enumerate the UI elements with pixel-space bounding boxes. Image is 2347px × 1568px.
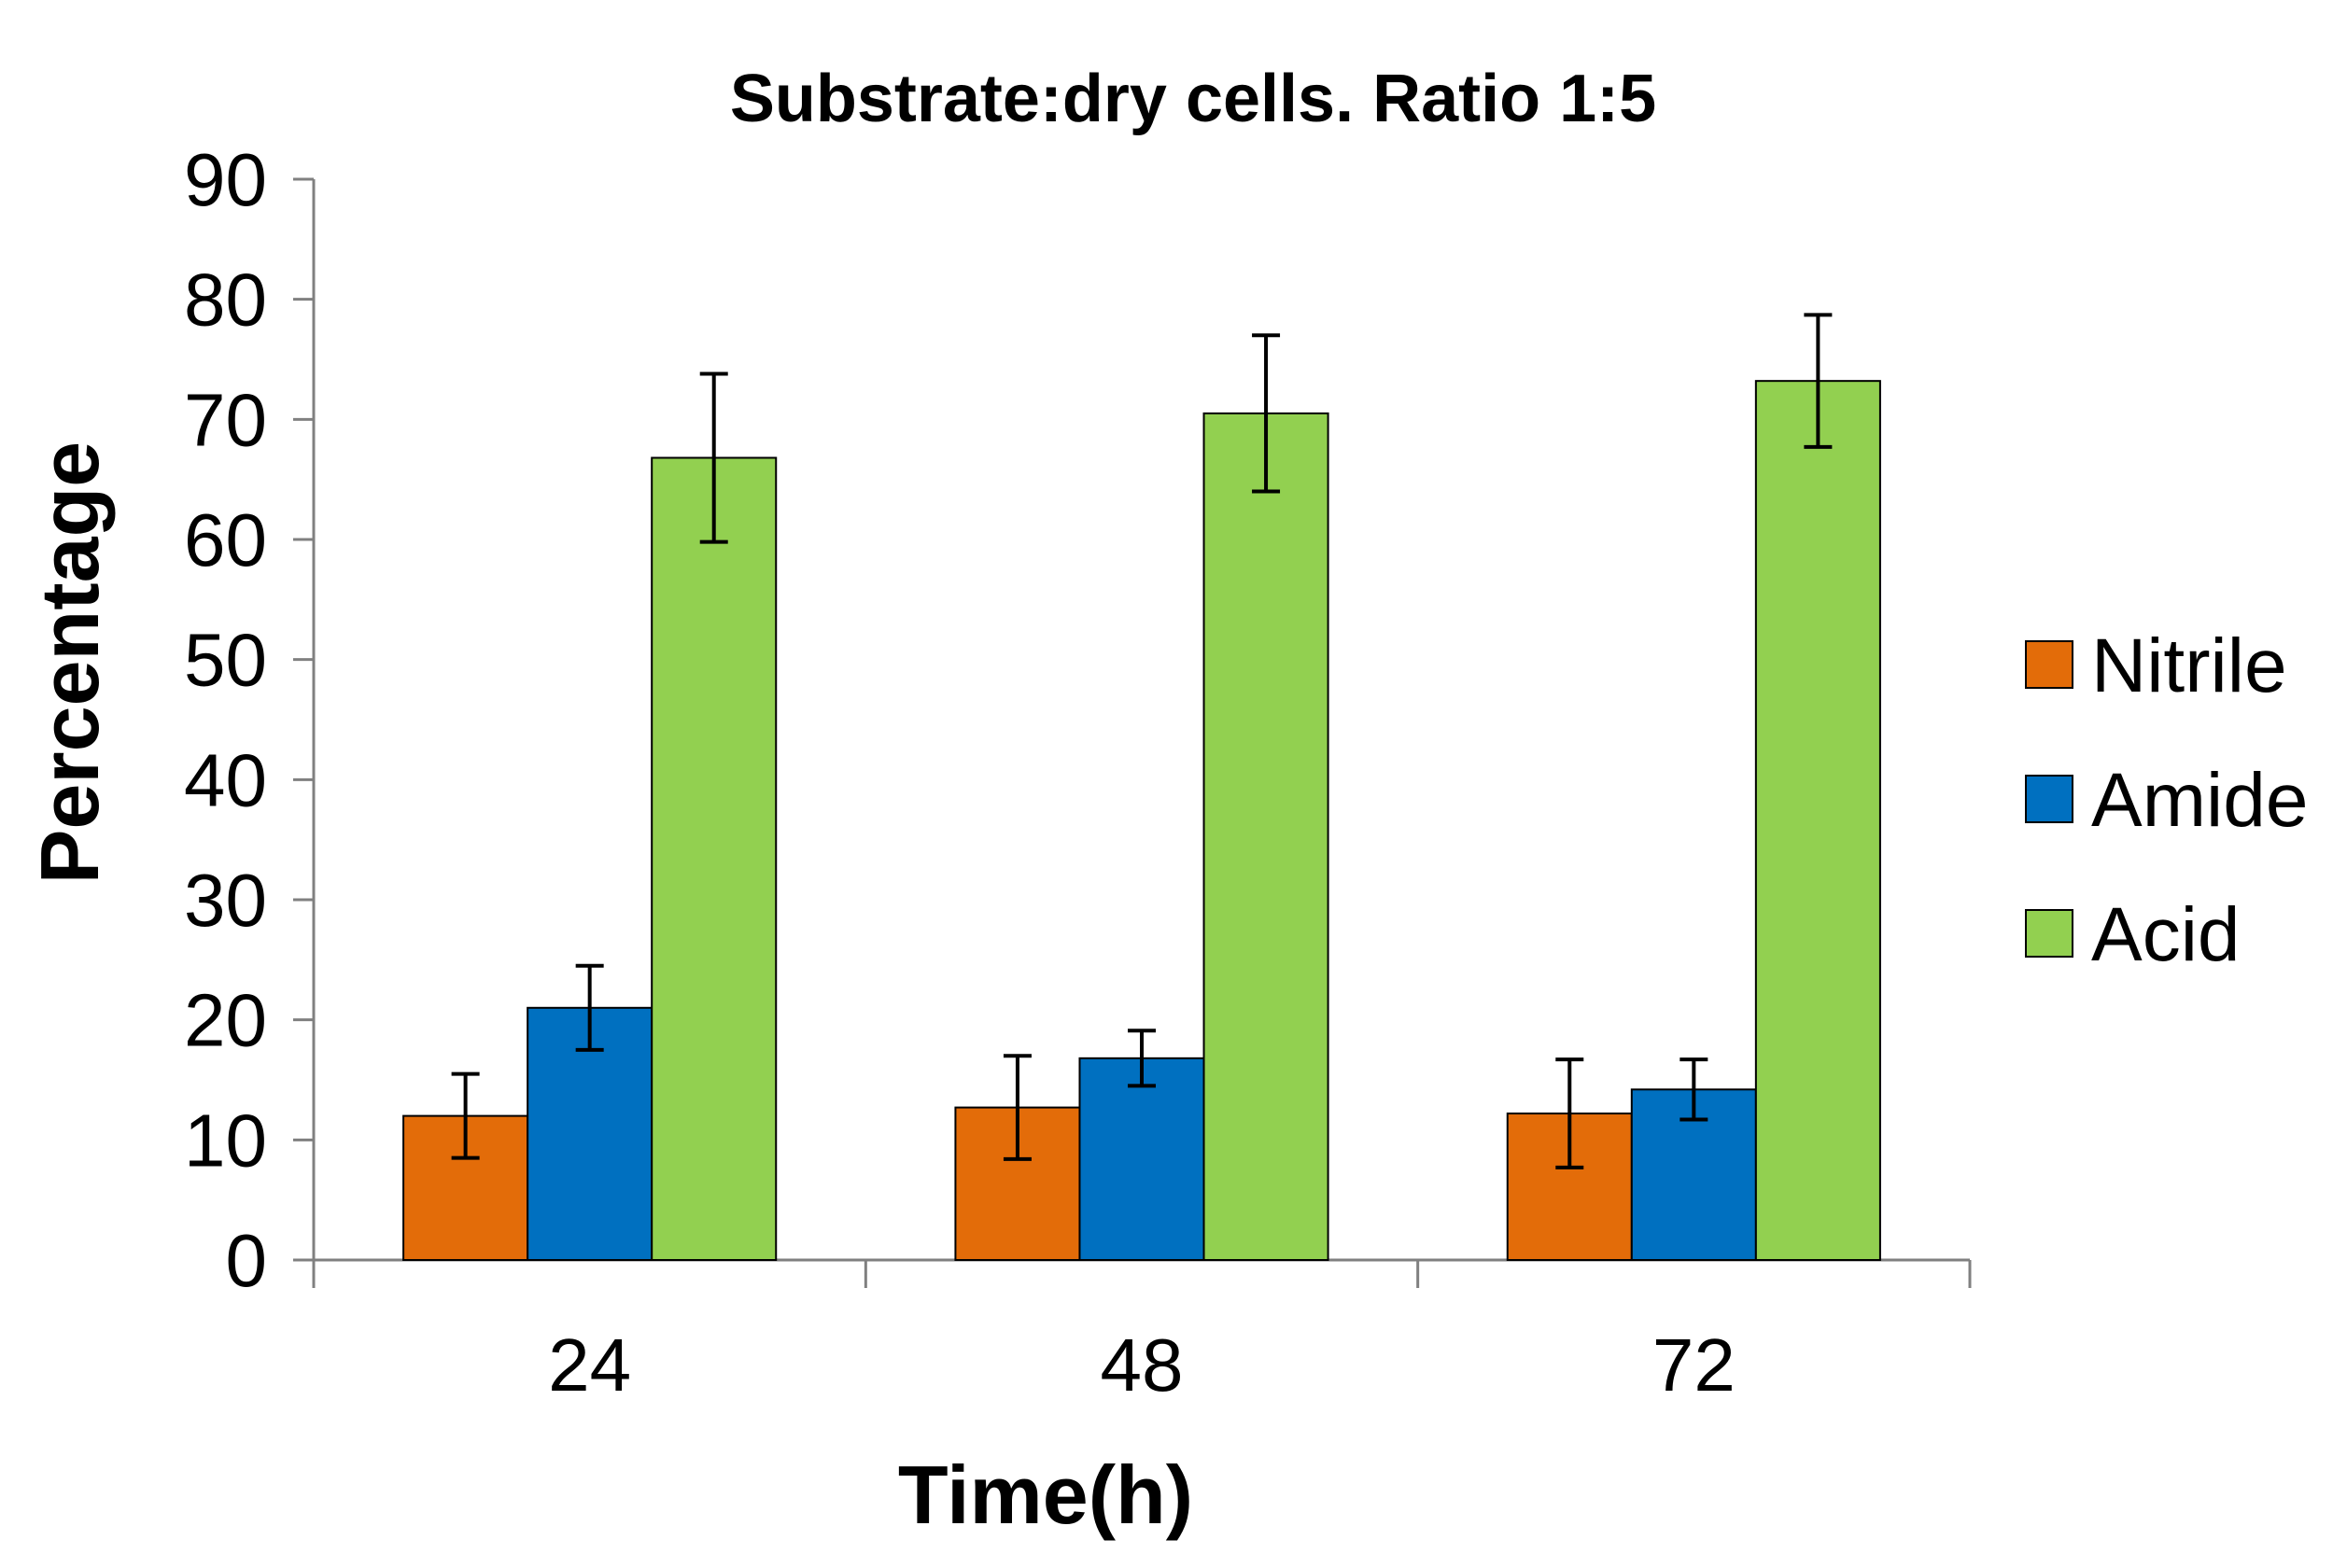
y-tick-label: 80 (184, 259, 267, 342)
y-tick-label: 20 (184, 979, 267, 1062)
y-axis: 0 10 20 30 40 50 60 70 80 90 (184, 138, 316, 1302)
y-axis-label: Percentage (23, 441, 116, 884)
x-axis-label: Time(h) (898, 1449, 1193, 1541)
y-tick-label: 0 (226, 1219, 268, 1302)
y-tick-label: 90 (184, 138, 267, 221)
x-tick-label: 72 (1652, 1323, 1736, 1407)
bar-nitrile-24 (402, 1114, 529, 1261)
x-tick-label: 24 (548, 1323, 631, 1407)
bar-acid-24 (651, 456, 778, 1261)
y-tick-label: 50 (184, 619, 267, 702)
legend-label-acid: Acid (2091, 892, 2241, 977)
legend-swatch-amide (2025, 775, 2073, 823)
bar-acid-72 (1754, 380, 1881, 1262)
bars-group (402, 313, 1881, 1262)
legend-swatch-acid (2025, 909, 2073, 958)
y-tick-label: 10 (184, 1099, 267, 1182)
legend: Nitrile Amide Acid (2025, 623, 2308, 977)
legend-label-nitrile: Nitrile (2091, 623, 2287, 708)
y-tick-label: 60 (184, 498, 267, 581)
y-tick-label: 30 (184, 859, 267, 942)
y-tick-label: 40 (184, 738, 267, 821)
x-axis: 24 48 72 (312, 1258, 1972, 1407)
bar-amide-48 (1078, 1057, 1205, 1261)
y-tick-label: 70 (184, 378, 267, 461)
x-tick-label: 48 (1101, 1323, 1184, 1407)
legend-swatch-nitrile (2025, 640, 2073, 689)
legend-label-amide: Amide (2091, 758, 2308, 843)
chart-title: Substrate:dry cells. Ratio 1:5 (730, 62, 1656, 136)
bar-acid-48 (1202, 412, 1329, 1261)
